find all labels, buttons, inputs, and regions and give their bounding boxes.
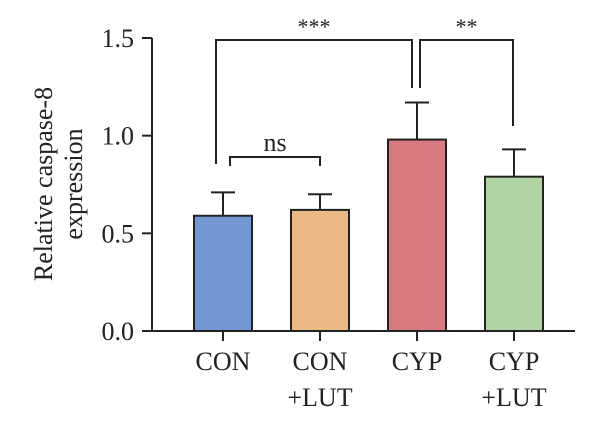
x-tick-label: CYP	[392, 347, 443, 376]
x-tick-label: CON	[196, 347, 251, 376]
x-tick-label-line: +LUT	[481, 383, 546, 412]
bar	[193, 214, 253, 332]
y-tick-label: 1.0	[102, 122, 135, 151]
significance-label: ***	[298, 14, 331, 39]
x-tick-label-line: CON	[293, 347, 348, 376]
significance-bracket	[419, 39, 514, 126]
y-tick-label: 0.5	[102, 219, 135, 248]
bar	[290, 208, 350, 332]
x-tick-label: CON +LUT	[287, 347, 352, 412]
x-tick-label-line: CON	[196, 347, 251, 376]
x-tick-label-line: CYP	[392, 347, 443, 376]
x-tick-label-line: +LUT	[287, 383, 352, 412]
significance-bracket	[215, 39, 413, 164]
y-axis-label-line: expression	[59, 128, 88, 239]
significance-bracket	[229, 156, 321, 166]
significance-label: ns	[263, 128, 286, 157]
y-tick-label: 0.0	[102, 317, 135, 346]
y-tick-label: 1.5	[102, 24, 135, 53]
significance-label: **	[456, 14, 478, 39]
y-axis-label: Relative caspase-8expression	[29, 87, 88, 281]
y-axis-label-line: Relative caspase-8	[29, 87, 58, 281]
x-tick-label-line: CYP	[489, 347, 540, 376]
x-tick-label: CYP +LUT	[481, 347, 546, 412]
bar	[484, 175, 544, 332]
bar	[387, 138, 447, 332]
